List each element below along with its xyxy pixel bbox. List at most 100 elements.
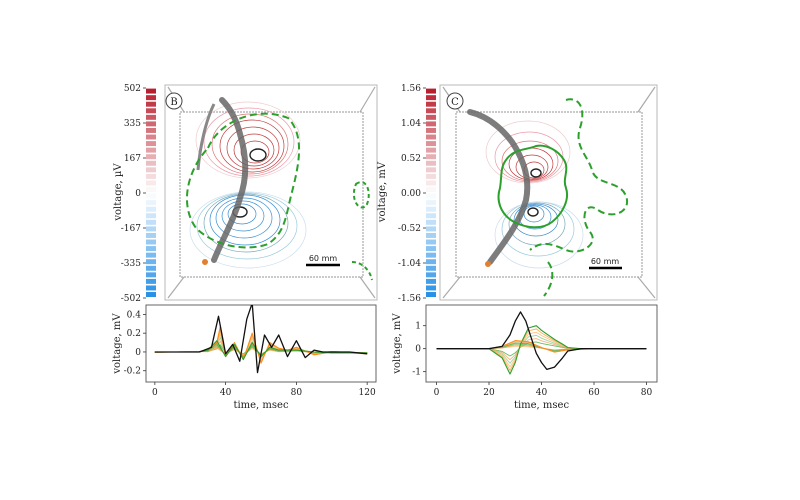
panel-b-colorbar-cell (146, 200, 156, 206)
panel-b-colorbar-cell (146, 259, 156, 265)
panel-c-colorbar-cell (426, 154, 436, 160)
panel-c-colorbar-cell (426, 200, 436, 206)
panel-b-colorbar-cell (146, 213, 156, 219)
panel-b-zero-contour (185, 112, 300, 249)
panel-b-colorbar-cell (146, 252, 156, 258)
panel-c-scale-label: 60 mm (591, 257, 620, 266)
panel-b-y-tick-label: 0 (135, 348, 141, 358)
panel-c-map: C 60 mm (439, 84, 658, 301)
panel-b-zero-contour-small (352, 181, 370, 209)
panel-b-trace-plot: 0 40 80 120 0.4 0.2 0 -0.2 time, msec voltage, mV (112, 304, 377, 411)
panel-b-colorbar-cell (146, 232, 156, 238)
panel-c-colorbar-cell (426, 147, 436, 153)
panel-c-traces (436, 311, 647, 375)
panel-b-colorbar-cell (146, 272, 156, 278)
panel-c-y-tick-label: -1 (412, 368, 421, 378)
panel-b-colorbar-cell (146, 265, 156, 271)
panel-b-x-tick-label: 40 (220, 388, 232, 398)
panel-b-colorbar-cell (146, 219, 156, 225)
panel-c-zero-contour-dashed (529, 98, 629, 253)
panel-b-colorbar-cell (146, 206, 156, 212)
panel-b-plot-frame (145, 304, 377, 383)
panel-b-colorbar: 502 335 167 0 -167 -335 -502 (121, 84, 156, 304)
panel-b-y-tick-label: -0.2 (124, 367, 141, 377)
panel-c-trace-plot: 0 20 40 60 80 1 0 -1 time, msec voltage, mV (392, 304, 658, 411)
panel-c-colorbar-tick-label: 0.00 (401, 189, 421, 199)
panel-c-colorbar-cell (426, 239, 436, 245)
panel-b-traces (154, 305, 368, 374)
panel-b-letter-circle (165, 92, 183, 110)
panel-c-letter: C (451, 97, 459, 108)
panel-b-vessel (196, 103, 216, 171)
panel-b-negative-contours (189, 191, 307, 269)
panel-b-colorbar-label: voltage, µV (113, 163, 124, 222)
panel-c-x-tick-label: 20 (483, 388, 495, 398)
panel-b-colorbar-tick-label: 502 (124, 84, 141, 94)
panel-c-colorbar-cell (426, 160, 436, 166)
panel-c-zero-contour (497, 144, 568, 229)
panel-c-colorbar-cell (426, 206, 436, 212)
panel-c-colorbar: 1.56 1.04 0.52 0.00 -0.52 -1.04 -1.56 (398, 84, 436, 304)
panel-b-colorbar-cell (146, 154, 156, 160)
panel-b-colorbar-cell (146, 239, 156, 245)
panel-c-colorbar-tick-label: -1.56 (398, 294, 421, 304)
panel-c-colorbar-cell (426, 180, 436, 186)
panel-c-y-tick-label: 1 (415, 322, 421, 332)
panel-b-x-tick-label: 0 (152, 388, 158, 398)
panel-c-y-axis-label: voltage, mV (392, 313, 403, 375)
panel-b-colorbar-cell (146, 88, 156, 94)
panel-c-x-tick-label: 60 (588, 388, 600, 398)
panel-c-colorbar-cell (426, 213, 436, 219)
panel-c-colorbar-cell (426, 121, 436, 127)
panel-c-colorbar-cell (426, 232, 436, 238)
panel-c-colorbar-cell (426, 219, 436, 225)
panel-c-colorbar-cell (426, 252, 436, 258)
panel-c-colorbar-cell (426, 141, 436, 147)
panel-b-colorbar-tick-label: 167 (124, 154, 141, 164)
panel-c-colorbar-cell (426, 167, 436, 173)
panel-b-colorbar-tick-label: -502 (121, 294, 141, 304)
panel-c-colorbar-cell (426, 278, 436, 284)
panel-c-colorbar-label: voltage, mV (377, 161, 388, 223)
panel-c-colorbar-tick-label: 0.52 (401, 154, 421, 164)
panel-b-zero-contour-edge (351, 261, 373, 281)
panel-b-colorbar-cell (146, 121, 156, 127)
panel-c-colorbar-cell (426, 95, 436, 101)
panel-c-zero-contour-edge (543, 261, 554, 297)
panel-c-colorbar-cell (426, 292, 436, 297)
panel-b-colorbar-tick-label: -167 (121, 224, 141, 234)
panel-c-colorbar-cell (426, 259, 436, 265)
panel-b-y-tick-label: 0.2 (127, 329, 141, 339)
panel-b-colorbar-cell (146, 173, 156, 179)
panel-b-colorbar-cell (146, 114, 156, 120)
panel-b-heart-body (211, 97, 249, 263)
panel-b-positive-contours (195, 101, 301, 179)
panel-c-colorbar-cell (426, 226, 436, 232)
panel-c-trace-orange (436, 340, 647, 353)
panel-b-x-tick-label: 80 (291, 388, 303, 398)
panel-b-marker (202, 259, 208, 265)
panel-c-colorbar-cell (426, 187, 436, 192)
panel-b-colorbar-cell (146, 108, 156, 114)
panel-b-colorbar-cell (146, 160, 156, 166)
panel-b-trace-black (154, 305, 368, 374)
panel-b-colorbar-cell (146, 127, 156, 133)
panel-b-x-tick-label: 120 (359, 388, 376, 398)
panel-b-colorbar-cell (146, 226, 156, 232)
panel-b-map: B 60 mm (164, 84, 378, 301)
panel-c-letter-circle (446, 92, 464, 110)
panel-b-colorbar-tick-label: 0 (135, 189, 141, 199)
panel-b-colorbar-cell (146, 292, 156, 297)
panel-b-colorbar-cell (146, 285, 156, 291)
panel-b-map-frame (164, 84, 378, 301)
panel-c-colorbar-cell (426, 108, 436, 114)
panel-b-colorbar-tick-label: 335 (124, 119, 141, 129)
panel-c-x-tick-label: 0 (434, 388, 440, 398)
panel-c-colorbar-cell (426, 272, 436, 278)
panel-c-y-tick-label: 0 (415, 345, 421, 355)
panel-c-colorbar-cell (426, 285, 436, 291)
panel-c-colorbar-cell (426, 101, 436, 107)
panel-b-colorbar-cell (146, 246, 156, 252)
panel-c-colorbar-cell (426, 265, 436, 271)
